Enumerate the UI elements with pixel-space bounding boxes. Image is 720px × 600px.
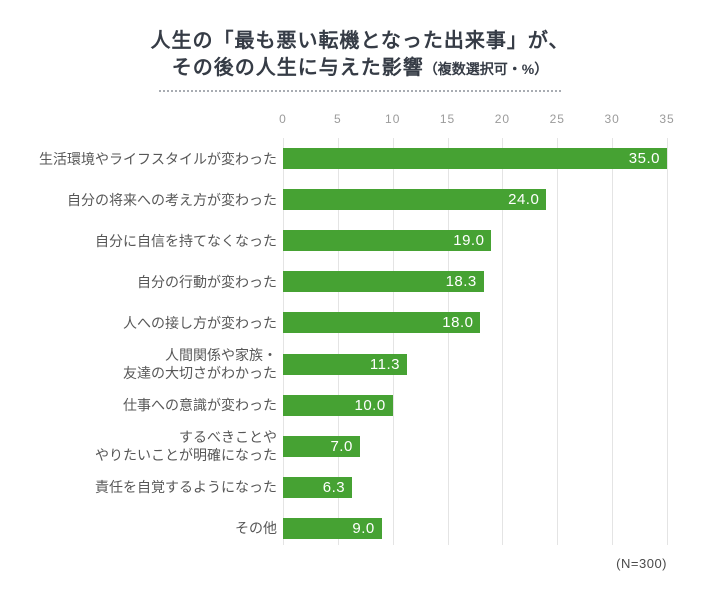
bar-value-label: 18.3 [445, 273, 477, 291]
x-tick-label: 5 [334, 112, 342, 126]
bar: 11.3 [283, 353, 407, 375]
category-label: 仕事への意識が変わった [123, 397, 277, 414]
x-tick-label: 0 [279, 112, 287, 126]
bar: 6.3 [283, 476, 353, 498]
bar-value-label: 10.0 [354, 396, 386, 414]
bar-value-label: 18.0 [442, 314, 474, 332]
bar: 18.0 [283, 312, 481, 334]
bar: 7.0 [283, 435, 360, 457]
x-axis-labels: 0 5 10 15 20 25 30 35 [279, 112, 673, 128]
bar: 9.0 [283, 517, 382, 539]
bar-value-label: 6.3 [322, 478, 346, 496]
bar-value-label: 35.0 [628, 150, 660, 168]
title-line-1: 人生の「最も悪い転機となった出来事」が、 [150, 30, 570, 52]
category-label: 人間関係や家族・ 友達の大切さがわかった [123, 347, 277, 382]
bar-value-label: 11.3 [369, 355, 400, 373]
x-tick-label: 30 [604, 112, 620, 126]
bar: 24.0 [283, 189, 547, 211]
x-tick-label: 10 [385, 112, 401, 126]
category-label: 自分の行動が変わった [137, 273, 277, 290]
chart-header: 人生の「最も悪い転機となった出来事」が、 その後の人生に与えた影響（複数選択可・%… [0, 28, 720, 92]
gridline [392, 138, 394, 545]
dotted-divider [159, 90, 561, 92]
gridline [667, 138, 668, 545]
x-tick-label: 15 [439, 112, 456, 126]
gridline [283, 138, 284, 545]
bar-value-label: 7.0 [330, 437, 353, 455]
bar: 19.0 [283, 230, 492, 252]
x-tick-label: 25 [549, 112, 565, 126]
title-line-2: その後の人生に与えた影響（複数選択可・%） [172, 57, 548, 79]
gridline [612, 138, 614, 545]
chart-title: 人生の「最も悪い転機となった出来事」が、 その後の人生に与えた影響（複数選択可・%… [0, 28, 720, 83]
bar: 18.3 [283, 271, 484, 293]
plot-area: 35.0 24.0 19.0 18.3 18.0 11.3 10.0 7.0 6.3 9.0 [283, 138, 668, 545]
bar: 35.0 [283, 148, 667, 170]
bar-value-label: 9.0 [352, 519, 375, 537]
category-label: するべきことや やりたいことが明確になった [95, 429, 277, 464]
category-label: その他 [235, 520, 277, 537]
gridline [557, 138, 559, 545]
title-line-2-paren: （複数選択可・%） [423, 61, 549, 77]
gridline [447, 138, 449, 545]
x-tick-label: 35 [659, 112, 675, 126]
gridline [502, 138, 504, 545]
sample-size-note: (N=300) [616, 556, 667, 571]
category-label: 自分に自信を持てなくなった [95, 232, 277, 249]
bar-value-label: 24.0 [508, 191, 540, 209]
title-line-2-main: その後の人生に与えた影響 [171, 57, 424, 79]
category-label: 生活環境やライフスタイルが変わった [39, 150, 277, 167]
category-label: 自分の将来への考え方が変わった [67, 191, 277, 208]
bar-value-label: 19.0 [453, 232, 485, 250]
category-label: 人への接し方が変わった [123, 314, 277, 331]
x-tick-label: 20 [494, 112, 511, 126]
gridline [337, 138, 339, 545]
category-label: 責任を自覚するようになった [95, 479, 277, 496]
bar: 10.0 [283, 394, 393, 416]
